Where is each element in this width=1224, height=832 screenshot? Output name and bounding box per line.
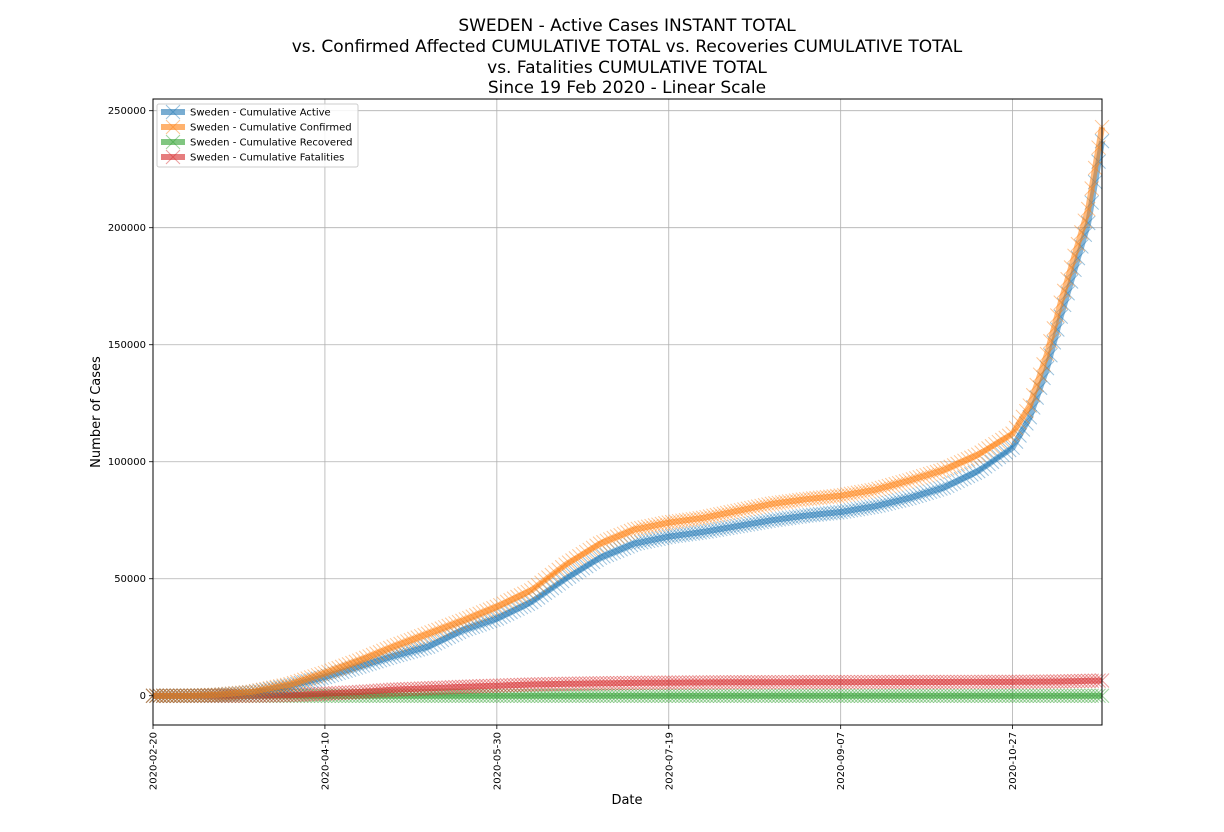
x-axis-ticks: 2020-02-20 2020-04-10 2020-05-30 2020-07-19…: [149, 725, 1019, 790]
plot-frame: [152, 98, 1103, 726]
chart-title-line-3: vs. Fatalities CUMULATIVE TOTAL: [487, 58, 767, 78]
series-line: [153, 126, 1105, 699]
x-tick-label: 2020-05-30: [492, 732, 503, 790]
x-tick-label: 2020-10-27: [1008, 732, 1019, 790]
x-tick-label: 2020-07-19: [664, 732, 675, 790]
chart-title-line-2: vs. Confirmed Affected CUMULATIVE TOTAL …: [292, 37, 963, 57]
legend-label: Sweden - Cumulative Fatalities: [190, 153, 344, 164]
legend-box: [156, 103, 359, 168]
legend-marker: [165, 119, 181, 135]
series-sweden-cumulative-fatalities: [145, 673, 1110, 704]
legend-label: Sweden - Cumulative Recovered: [190, 138, 352, 149]
legend-entry: Sweden - Cumulative Active: [161, 104, 331, 120]
x-axis-label: Date: [611, 793, 642, 808]
y-axis-label: Number of Cases: [89, 356, 104, 468]
series-sweden-cumulative-active: [145, 133, 1110, 704]
x-tick-label: 2020-04-10: [320, 732, 331, 790]
legend-label: Sweden - Cumulative Active: [190, 108, 331, 119]
y-tick-label: 100000: [108, 457, 146, 468]
chart-title-line-4: Since 19 Feb 2020 - Linear Scale: [488, 78, 766, 98]
y-tick-label: 50000: [114, 574, 146, 585]
chart-title-line-1: SWEDEN - Active Cases INSTANT TOTAL: [458, 16, 796, 36]
y-tick-label: 0: [140, 691, 146, 702]
legend-marker: [165, 149, 181, 165]
y-axis-ticks: 0 50000 100000 150000 200000 250000: [108, 106, 153, 702]
series-line: [153, 677, 1103, 699]
series-markers: [145, 133, 1110, 704]
plot-series: [145, 119, 1110, 704]
legend-entry: Sweden - Cumulative Recovered: [161, 134, 352, 150]
legend-label: Sweden - Cumulative Confirmed: [190, 123, 352, 134]
x-tick-label: 2020-02-20: [149, 732, 160, 790]
series-markers: [145, 119, 1110, 704]
legend-entries: Sweden - Cumulative Active Sweden - Cumul…: [161, 104, 352, 165]
series-sweden-cumulative-confirmed: [145, 119, 1110, 704]
y-tick-label: 150000: [108, 340, 146, 351]
grid-lines: [152, 99, 1102, 725]
legend-marker: [165, 104, 181, 120]
chart-title: SWEDEN - Active Cases INSTANT TOTAL vs. …: [292, 16, 963, 98]
series-line: [153, 140, 1105, 699]
x-tick-label: 2020-09-07: [836, 732, 847, 790]
legend: Sweden - Cumulative Active Sweden - Cumul…: [156, 103, 359, 168]
legend-entry: Sweden - Cumulative Confirmed: [161, 119, 352, 135]
legend-marker: [165, 134, 181, 150]
y-tick-label: 250000: [108, 106, 146, 117]
legend-entry: Sweden - Cumulative Fatalities: [161, 149, 344, 165]
y-tick-label: 200000: [108, 223, 146, 234]
